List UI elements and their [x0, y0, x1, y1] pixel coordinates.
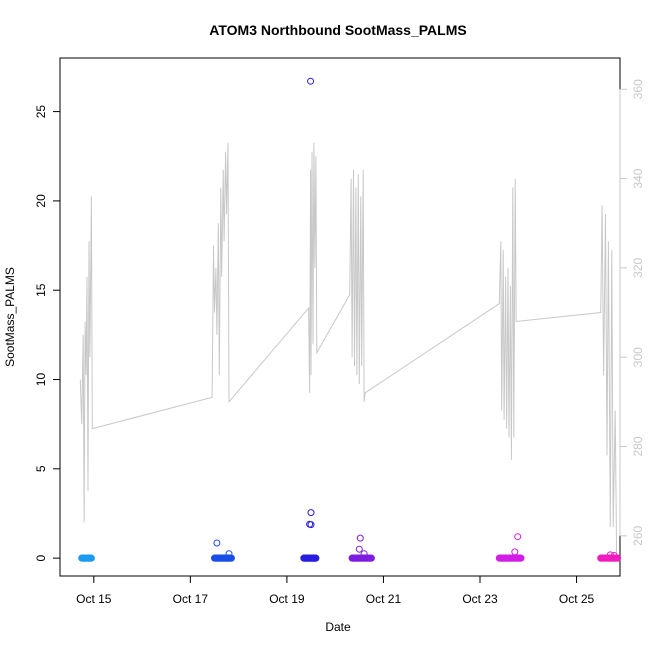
y-axis-right: 260 280 300 320 340 360	[619, 79, 645, 546]
y-tick-label: 5	[34, 465, 48, 472]
data-point	[517, 554, 525, 562]
data-point-outlier	[307, 77, 315, 85]
data-point-outlier	[514, 533, 522, 541]
data-point-outlier	[355, 545, 363, 553]
x-axis: Oct 15 Oct 17 Oct 19 Oct 21 Oct 23 Oct 25	[76, 575, 595, 606]
y-right-tick-label: 360	[631, 79, 645, 99]
data-point	[367, 554, 375, 562]
data-point-outlier	[610, 552, 618, 559]
y-right-tick-label: 280	[631, 436, 645, 456]
x-tick-label: Oct 23	[462, 592, 498, 606]
y-tick-label: 20	[34, 194, 48, 208]
data-point-outlier	[606, 551, 614, 559]
data-point-outlier	[213, 539, 221, 547]
secondary-series-line	[79, 142, 618, 554]
y-tick-label: 10	[34, 373, 48, 387]
scatter-layer	[78, 77, 622, 562]
x-axis-label: Date	[325, 620, 351, 634]
y-right-tick-label: 260	[631, 525, 645, 545]
x-tick-label: Oct 15	[76, 592, 112, 606]
y-axis-label: SootMass_PALMS	[3, 267, 17, 367]
x-tick-label: Oct 17	[173, 592, 209, 606]
data-point-outlier	[356, 534, 364, 542]
plot-frame	[59, 57, 621, 577]
data-point-outlier	[225, 550, 233, 558]
y-tick-label: 25	[34, 105, 48, 119]
y-axis-left: 0 5 10 15 20 25	[34, 105, 61, 561]
data-point-outlier	[360, 550, 368, 558]
y-tick-label: 0	[34, 554, 48, 561]
data-point	[87, 554, 95, 562]
y-right-tick-label: 320	[631, 258, 645, 278]
data-point-outlier	[511, 548, 519, 556]
data-point-outlier	[307, 521, 315, 529]
chart-title: ATOM3 Northbound SootMass_PALMS	[209, 22, 466, 38]
data-point-outlier	[307, 509, 315, 517]
y-right-tick-label: 300	[631, 347, 645, 367]
x-tick-label: Oct 21	[366, 592, 402, 606]
y-right-tick-label: 340	[631, 168, 645, 188]
secondary-line-layer	[79, 142, 618, 554]
data-point	[312, 554, 320, 562]
x-tick-label: Oct 19	[269, 592, 305, 606]
x-tick-label: Oct 25	[559, 592, 595, 606]
y-tick-label: 15	[34, 283, 48, 297]
